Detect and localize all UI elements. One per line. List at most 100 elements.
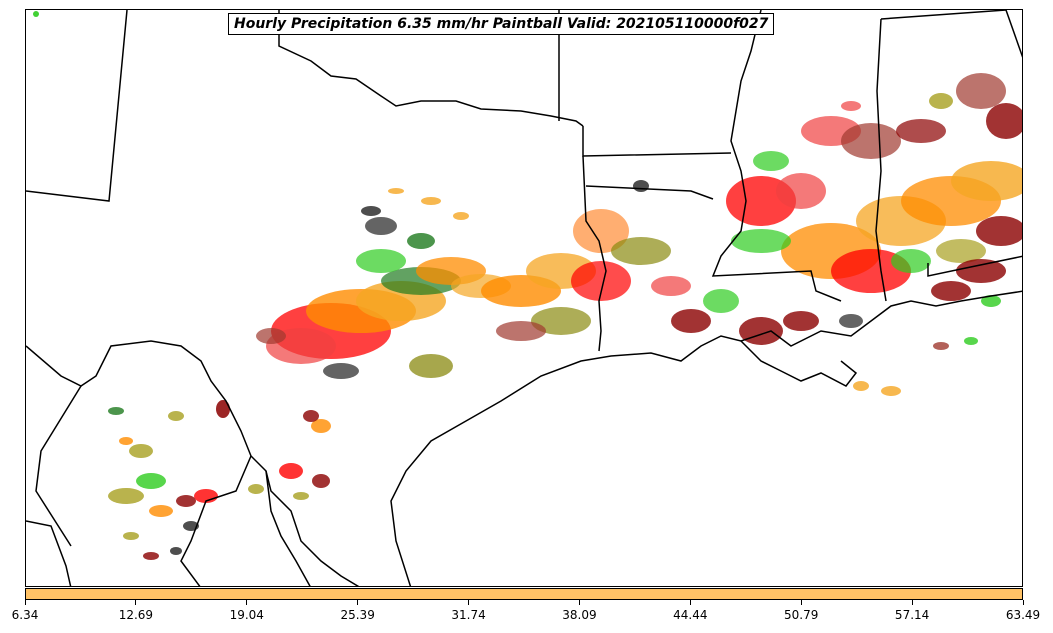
precip-blob bbox=[216, 400, 230, 418]
precip-blob bbox=[279, 463, 303, 479]
precip-blob bbox=[256, 328, 286, 344]
precip-blob bbox=[123, 532, 139, 540]
precip-blob bbox=[929, 93, 953, 109]
border-la-north bbox=[585, 185, 714, 200]
precip-blob bbox=[168, 411, 184, 421]
colorbar bbox=[25, 588, 1023, 600]
precip-blob bbox=[136, 473, 166, 489]
precip-blob bbox=[311, 419, 331, 433]
colorbar-tick-label: 31.74 bbox=[451, 608, 486, 622]
precip-blob bbox=[531, 307, 591, 335]
border-tx-panhandle-north bbox=[278, 10, 584, 127]
colorbar-tick-label: 25.39 bbox=[340, 608, 375, 622]
precip-blob bbox=[33, 11, 39, 17]
precip-blob bbox=[981, 295, 1001, 307]
map-panel bbox=[25, 9, 1023, 587]
colorbar-tick bbox=[24, 600, 26, 605]
colorbar-tick-label: 50.79 bbox=[784, 608, 819, 622]
precip-blob bbox=[407, 233, 435, 249]
colorbar-tick bbox=[689, 600, 691, 605]
precip-blob bbox=[703, 289, 739, 313]
map-canvas bbox=[26, 10, 1022, 586]
colorbar-tick bbox=[357, 600, 359, 605]
precip-blob bbox=[573, 209, 629, 253]
precip-blob bbox=[356, 249, 406, 273]
precip-blob bbox=[119, 437, 133, 445]
colorbar-tick bbox=[135, 600, 137, 605]
precip-blob bbox=[776, 173, 826, 209]
colorbar-tick bbox=[911, 600, 913, 605]
state-borders bbox=[26, 10, 1022, 586]
precip-blob bbox=[143, 552, 159, 560]
precip-blob bbox=[841, 101, 861, 111]
border-al-ga bbox=[1005, 10, 1022, 58]
precip-blob bbox=[956, 73, 1006, 109]
colorbar-tick-label: 38.09 bbox=[562, 608, 597, 622]
precip-blob bbox=[388, 188, 404, 194]
precip-blob bbox=[129, 444, 153, 458]
colorbar-tick-label: 44.44 bbox=[673, 608, 708, 622]
precip-blob bbox=[361, 206, 381, 216]
precip-blob bbox=[571, 261, 631, 301]
precip-blob bbox=[881, 386, 901, 396]
border-fl-panhandle bbox=[927, 255, 1022, 277]
precip-blob bbox=[951, 161, 1022, 201]
precip-blob bbox=[931, 281, 971, 301]
colorbar-tick bbox=[800, 600, 802, 605]
precip-blob bbox=[753, 151, 789, 171]
precip-blob bbox=[453, 212, 469, 220]
precip-blob bbox=[956, 259, 1006, 283]
precip-blob bbox=[633, 180, 649, 192]
border-tn-south bbox=[880, 10, 1007, 20]
precip-blob bbox=[783, 311, 819, 331]
precip-blob bbox=[841, 123, 901, 159]
border-mexico-states bbox=[26, 520, 72, 586]
coastline-bays bbox=[740, 340, 858, 387]
border-nm-west bbox=[26, 10, 128, 202]
precip-blob bbox=[891, 249, 931, 273]
map-title: Hourly Precipitation 6.35 mm/hr Paintbal… bbox=[228, 13, 775, 35]
precip-blob bbox=[421, 197, 441, 205]
precip-blob bbox=[611, 237, 671, 265]
precip-blob bbox=[831, 249, 911, 293]
precip-blob bbox=[651, 276, 691, 296]
border-ar-south bbox=[582, 126, 732, 157]
precip-blob bbox=[496, 321, 546, 341]
precip-blob bbox=[108, 407, 124, 415]
precip-blob bbox=[303, 410, 319, 422]
border-tx-la bbox=[582, 155, 607, 352]
precip-paintball-layer bbox=[33, 11, 1022, 560]
colorbar-tick bbox=[246, 600, 248, 605]
border-mexico-states-4 bbox=[265, 470, 311, 586]
precip-blob bbox=[170, 547, 182, 555]
colorbar-tick bbox=[578, 600, 580, 605]
precip-blob bbox=[248, 484, 264, 494]
precip-blob bbox=[739, 317, 783, 345]
precip-blob bbox=[853, 381, 869, 391]
precip-blob bbox=[671, 309, 711, 333]
colorbar-tick bbox=[1022, 600, 1024, 605]
colorbar-tick-label: 12.69 bbox=[118, 608, 154, 622]
border-rio-grande bbox=[26, 340, 360, 586]
precip-blob bbox=[312, 474, 330, 488]
precip-blob bbox=[933, 342, 949, 350]
precip-blob bbox=[149, 505, 173, 517]
precip-blob bbox=[731, 229, 791, 253]
precip-blob bbox=[936, 239, 986, 263]
precip-blob bbox=[976, 216, 1022, 246]
coastline bbox=[390, 290, 1022, 586]
colorbar-tick-label: 19.04 bbox=[229, 608, 264, 622]
precip-blob bbox=[176, 495, 196, 507]
border-mexico-states-3 bbox=[180, 455, 252, 586]
precip-blob bbox=[323, 363, 359, 379]
colorbar-tick-label: 6.34 bbox=[11, 608, 39, 622]
precip-blob bbox=[365, 217, 397, 235]
precip-blob bbox=[293, 492, 309, 500]
colorbar-tick-label: 63.49 bbox=[1005, 608, 1041, 622]
colorbar-tick bbox=[468, 600, 470, 605]
border-mississippi-river bbox=[711, 10, 842, 302]
precip-blob bbox=[896, 119, 946, 143]
border-mexico-states-2 bbox=[35, 385, 82, 547]
precip-blob bbox=[839, 314, 863, 328]
precip-blob bbox=[964, 337, 978, 345]
